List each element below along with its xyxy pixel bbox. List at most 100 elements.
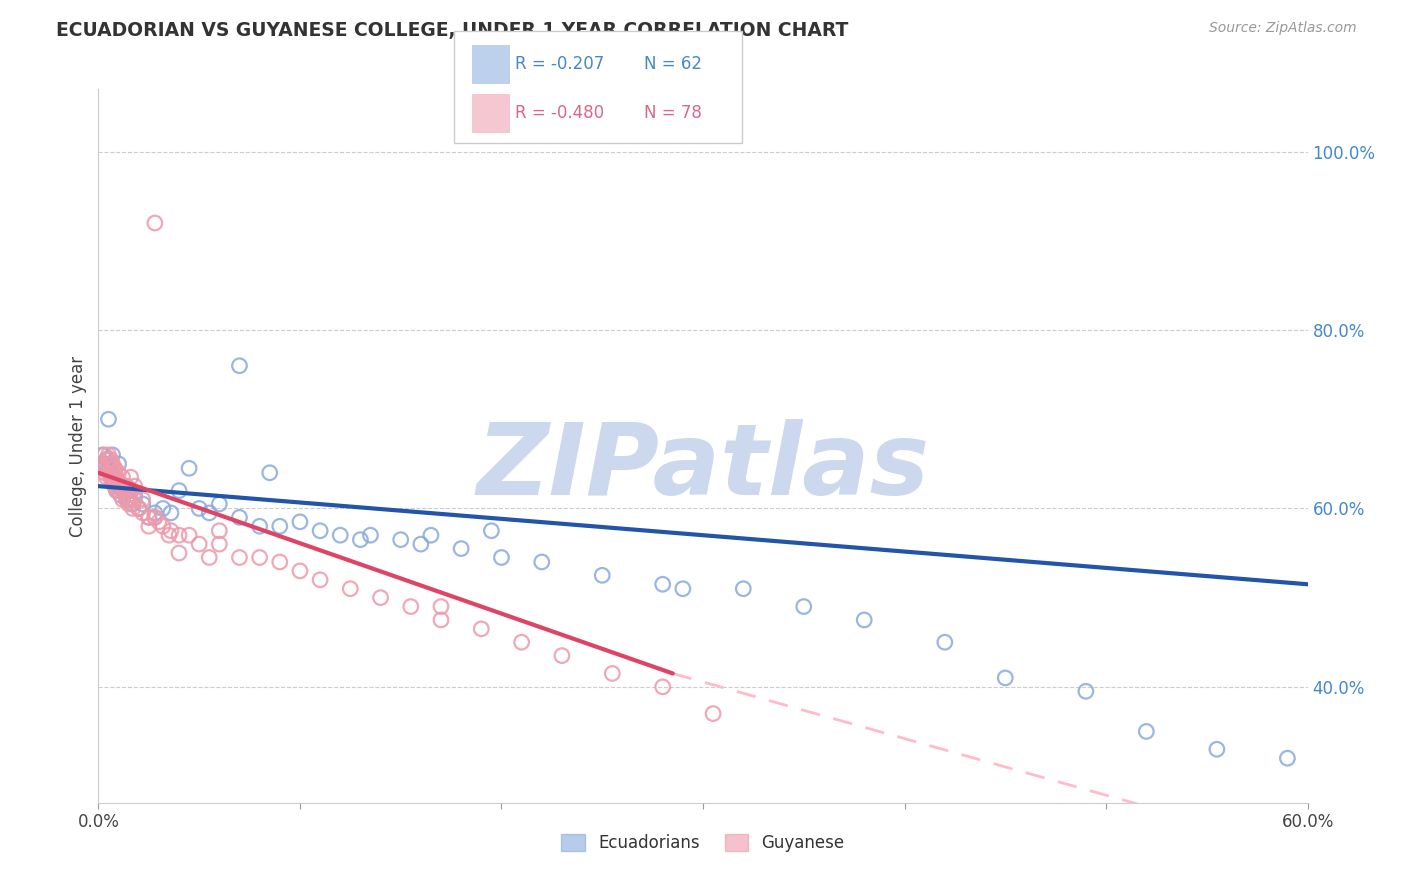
Point [1135,724,1157,739]
Point [249,519,271,533]
Point [143,216,166,230]
Point [100,457,122,471]
Point [115,479,138,493]
Point [120,483,142,498]
Point [179,528,201,542]
Point [672,582,695,596]
Text: ECUADORIAN VS GUYANESE COLLEGE, UNDER 1 YEAR CORRELATION CHART: ECUADORIAN VS GUYANESE COLLEGE, UNDER 1 … [56,21,849,40]
Point [107,466,129,480]
Point [360,528,382,542]
Point [107,457,129,471]
Point [115,492,138,507]
Point [1277,751,1299,765]
Point [111,492,134,507]
Point [157,528,180,542]
Point [409,537,432,551]
Point [481,524,503,538]
Point [288,515,311,529]
Point [132,506,155,520]
Point [651,577,673,591]
Point [208,497,231,511]
Point [793,599,815,614]
Point [152,519,174,533]
Point [89,457,111,471]
Point [107,475,129,489]
Point [269,519,291,533]
Point [111,483,134,498]
Point [208,524,231,538]
Point [167,483,190,498]
Point [97,448,120,462]
Point [329,528,352,542]
Point [124,492,146,507]
Point [591,568,613,582]
Point [105,483,128,498]
Point [124,479,146,493]
Point [143,510,166,524]
Point [370,591,392,605]
Point [430,613,453,627]
Point [97,461,120,475]
Point [103,475,125,489]
Point [96,470,118,484]
Point [101,475,124,489]
Text: N = 62: N = 62 [644,54,702,73]
Text: R = -0.207: R = -0.207 [515,54,603,73]
Point [111,483,134,498]
Point [389,533,412,547]
Point [118,488,141,502]
Point [491,550,513,565]
Point [733,582,755,596]
Point [120,492,142,507]
Point [93,457,115,471]
Point [138,519,160,533]
Point [420,528,443,542]
Point [121,501,143,516]
Legend: Ecuadorians, Guyanese: Ecuadorians, Guyanese [555,827,851,859]
Point [339,582,361,596]
Point [510,635,533,649]
Point [120,470,142,484]
Point [103,461,125,475]
Point [160,524,183,538]
Point [228,359,250,373]
Point [138,510,160,524]
Point [103,479,125,493]
Point [470,622,492,636]
Point [97,466,120,480]
Point [107,483,129,498]
Point [269,555,291,569]
Point [1074,684,1097,698]
Point [97,452,120,467]
Point [167,528,190,542]
Point [399,599,422,614]
Point [160,506,183,520]
Point [103,461,125,475]
Point [430,599,453,614]
Y-axis label: College, Under 1 year: College, Under 1 year [69,355,87,537]
Point [91,448,114,462]
Point [100,457,122,471]
Text: Source: ZipAtlas.com: Source: ZipAtlas.com [1209,21,1357,36]
Point [128,501,150,516]
Point [101,461,124,475]
Point [103,466,125,480]
Point [1206,742,1229,756]
Point [114,479,136,493]
Point [853,613,876,627]
Point [188,501,211,516]
Point [309,524,332,538]
Point [551,648,574,663]
Point [93,448,115,462]
Point [702,706,724,721]
Point [96,452,118,467]
Point [651,680,673,694]
Point [101,457,124,471]
Point [114,483,136,498]
Point [188,537,211,551]
Point [110,479,132,493]
Point [101,448,124,462]
Point [107,479,129,493]
Point [118,497,141,511]
Point [132,492,155,507]
